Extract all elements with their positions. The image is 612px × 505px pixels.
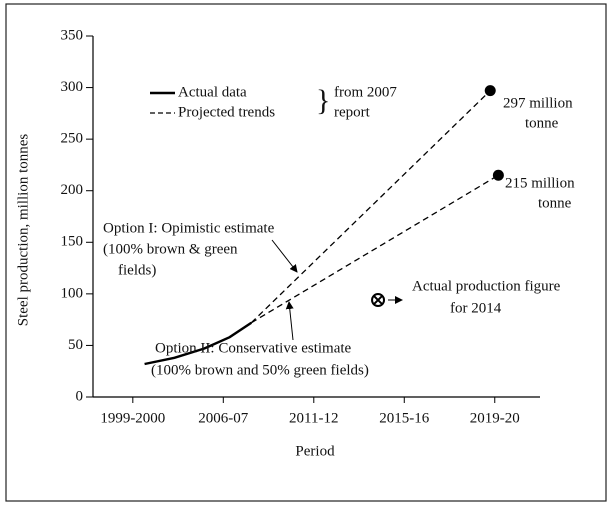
y-tick-label: 150 [61,234,84,250]
series-line [144,321,253,366]
legend-brace: } [316,84,330,117]
y-tick-label: 250 [61,131,84,147]
annotation: Option II: Conservative estimate [155,340,352,356]
annotation: 215 million [505,175,575,191]
y-tick-label: 50 [68,337,83,353]
frame [5,3,607,502]
x-axis-label: Period [295,443,335,459]
annotation: (100% brown & green [103,241,238,257]
end-point [484,85,496,97]
legend-label: Projected trends [178,104,275,120]
y-tick-label: 100 [61,285,84,301]
legend-note: from 2007 [334,84,397,100]
end-point [492,169,504,181]
series-line [251,174,499,324]
y-axis-label: Steel production, million tonnes [15,134,31,327]
legend-label: Actual data [178,84,247,100]
x-tick-label: 2015-16 [379,410,429,426]
annotation: tonne [525,115,559,131]
y-tick-label: 350 [61,27,84,43]
y-tick-label: 300 [61,79,84,95]
x-tick-label: 2011-12 [289,410,338,426]
annotation: fields) [118,262,156,278]
series-line [250,90,491,324]
annotation: Option I: Opimistic estimate [103,220,275,236]
actual-2014-cross [373,295,383,305]
annotation: for 2014 [450,300,502,316]
arrow [271,239,298,273]
x-tick-label: 2019-20 [470,410,520,426]
y-tick-label: 200 [61,182,84,198]
annotation: Actual production figure [412,278,561,294]
x-tick-label: 2006-07 [198,410,248,426]
legend-note: report [334,104,371,120]
annotation: (100% brown and 50% green fields) [151,362,369,378]
arrow [285,301,294,341]
annotation: tonne [538,195,572,211]
annotation: 297 million [503,95,573,111]
y-tick-label: 0 [76,388,84,404]
x-tick-label: 1999-2000 [100,410,165,426]
